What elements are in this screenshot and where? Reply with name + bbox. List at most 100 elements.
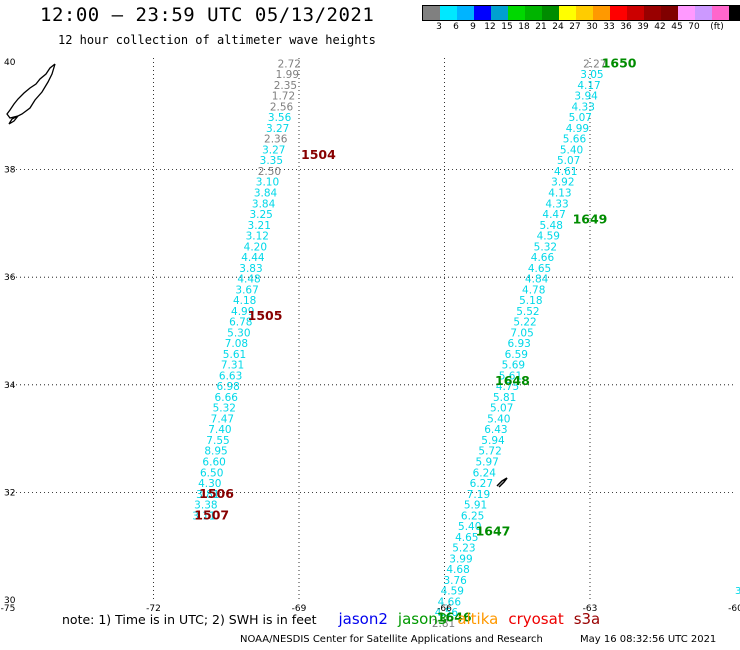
lon-tick-label: -63	[583, 604, 598, 614]
pass-time-label: 1505	[248, 308, 283, 323]
wave-height-value: 4.44	[241, 252, 265, 264]
wave-height-value: 6.78	[229, 317, 252, 329]
wave-height-value: 7.05	[510, 327, 533, 339]
legend-label: 24	[552, 22, 564, 32]
legend-swatch	[661, 6, 678, 20]
wave-height-value: 4.33	[572, 101, 595, 113]
legend-label: (ft)	[710, 22, 724, 32]
legend-swatch	[440, 6, 457, 20]
wave-height-value: 2.50	[258, 166, 281, 178]
wave-height-value: 6.60	[202, 457, 225, 469]
wave-height-value: 2.72	[278, 58, 301, 70]
legend-label: 33	[603, 22, 615, 32]
wave-height-value: 1.72	[272, 91, 295, 103]
wave-height-value: 4.66	[438, 596, 462, 608]
wave-height-value: 3.27	[266, 123, 289, 135]
wave-height-value: 3.05	[580, 69, 603, 81]
lon-tick-label: -66	[437, 604, 452, 614]
legend-label: 6	[453, 22, 459, 32]
wave-height-value: 3.84	[252, 198, 276, 210]
legend-label: 27	[569, 22, 581, 32]
note-row: note: 1) Time is in UTC; 2) SWH is in fe…	[62, 610, 610, 628]
wave-height-value: 5.40	[560, 144, 583, 156]
wave-height-value: 6.24	[473, 467, 497, 479]
map-grid	[8, 58, 735, 600]
lat-tick-label: 32	[4, 488, 15, 498]
legend-label: 15	[501, 22, 513, 32]
page-subtitle: 12 hour collection of altimeter wave hei…	[58, 33, 376, 47]
wave-height-value: 3.21	[248, 220, 271, 232]
wave-height-value: 4.99	[231, 306, 254, 318]
legend-swatches	[422, 5, 740, 21]
wave-height-value: 5.07	[490, 403, 513, 415]
satellite-s3a: s3a	[573, 610, 601, 628]
wave-height-value: 3.81	[196, 489, 219, 501]
legend-label: 21	[535, 22, 547, 32]
wave-height-value: 2.81	[432, 618, 455, 630]
lat-tick-label: 40	[4, 58, 16, 68]
wave-height-value: 5.07	[569, 112, 592, 124]
wave-height-value: 4.65	[528, 263, 551, 275]
pass-time-label: 1650	[602, 55, 637, 70]
wave-height-value: 3.94	[574, 91, 598, 103]
page-title: 12:00 – 23:59 UTC 05/13/2021	[40, 4, 375, 26]
satellite-jason2: jason2	[338, 610, 388, 628]
wave-height-value: 5.23	[452, 543, 475, 555]
wave-height-value: 5.61	[499, 370, 522, 382]
wave-height-value: 8.95	[204, 446, 227, 458]
pass-time-label: 1648	[495, 373, 530, 388]
edge-value: 3	[735, 586, 740, 597]
footer-timestamp: May 16 08:32:56 UTC 2021	[580, 634, 717, 645]
legend-swatch	[678, 6, 695, 20]
wave-height-value: 3.92	[551, 177, 574, 189]
pass-time-label: 1506	[199, 486, 234, 501]
pass-time-label: 1646	[437, 610, 472, 625]
wave-height-value: 5.18	[519, 295, 542, 307]
wave-height-value: 4.75	[496, 381, 519, 393]
wave-height-value: 3.10	[256, 177, 279, 189]
wave-height-value: 6.93	[507, 338, 530, 350]
legend-label: 42	[654, 22, 666, 32]
wave-height-value: 6.27	[470, 478, 493, 490]
legend-swatch	[508, 6, 525, 20]
lat-tick-label: 30	[4, 596, 16, 606]
legend-swatch	[610, 6, 627, 20]
wave-height-value: 4.65	[455, 532, 478, 544]
coastline-northwest	[6, 63, 56, 125]
wave-height-value: 6.43	[484, 424, 507, 436]
wave-height-value: 4.17	[577, 80, 600, 92]
wave-height-value: 5.81	[493, 392, 516, 404]
wave-height-value: 4.56	[435, 607, 459, 619]
wave-height-value: 2.27	[583, 58, 606, 70]
wave-height-value: 2.36	[264, 134, 288, 146]
wave-height-value: 6.98	[216, 381, 239, 393]
wave-height-value: 5.52	[516, 306, 539, 318]
wave-height-value: 2.35	[274, 80, 297, 92]
wave-height-value: 6.63	[219, 370, 242, 382]
wave-height-value: 5.32	[213, 403, 236, 415]
wave-height-value: 3.25	[249, 209, 272, 221]
legend-swatch	[457, 6, 474, 20]
wave-height-value: 3.27	[262, 144, 285, 156]
pass-time-label: 1647	[476, 523, 511, 538]
legend-swatch	[695, 6, 712, 20]
wave-height-value: 4.13	[548, 188, 571, 200]
wave-height-value: 4.59	[537, 231, 560, 243]
wave-height-value: 4.18	[233, 295, 256, 307]
wave-height-value: 3.84	[254, 188, 278, 200]
wave-height-value: 5.97	[475, 457, 498, 469]
wave-height-value: 5.22	[513, 317, 536, 329]
wave-height-value: 4.33	[545, 198, 568, 210]
note-text: note: 1) Time is in UTC; 2) SWH is in fe…	[62, 612, 317, 627]
wave-height-value: 5.07	[557, 155, 580, 167]
altimeter-tracks: 2.721.992.351.722.563.563.272.363.273.35…	[192, 58, 606, 630]
legend-swatch	[423, 6, 440, 20]
legend-swatch	[627, 6, 644, 20]
wave-height-value: 1.99	[276, 69, 299, 81]
lat-tick-label: 34	[4, 381, 16, 391]
legend-swatch	[559, 6, 576, 20]
pass-time-labels: 1504 1505 1506 1507 1650 1649 1648 1647 1646	[194, 55, 636, 624]
wave-height-value: 4.30	[198, 478, 221, 490]
wave-height-value: 3.38	[194, 500, 217, 512]
